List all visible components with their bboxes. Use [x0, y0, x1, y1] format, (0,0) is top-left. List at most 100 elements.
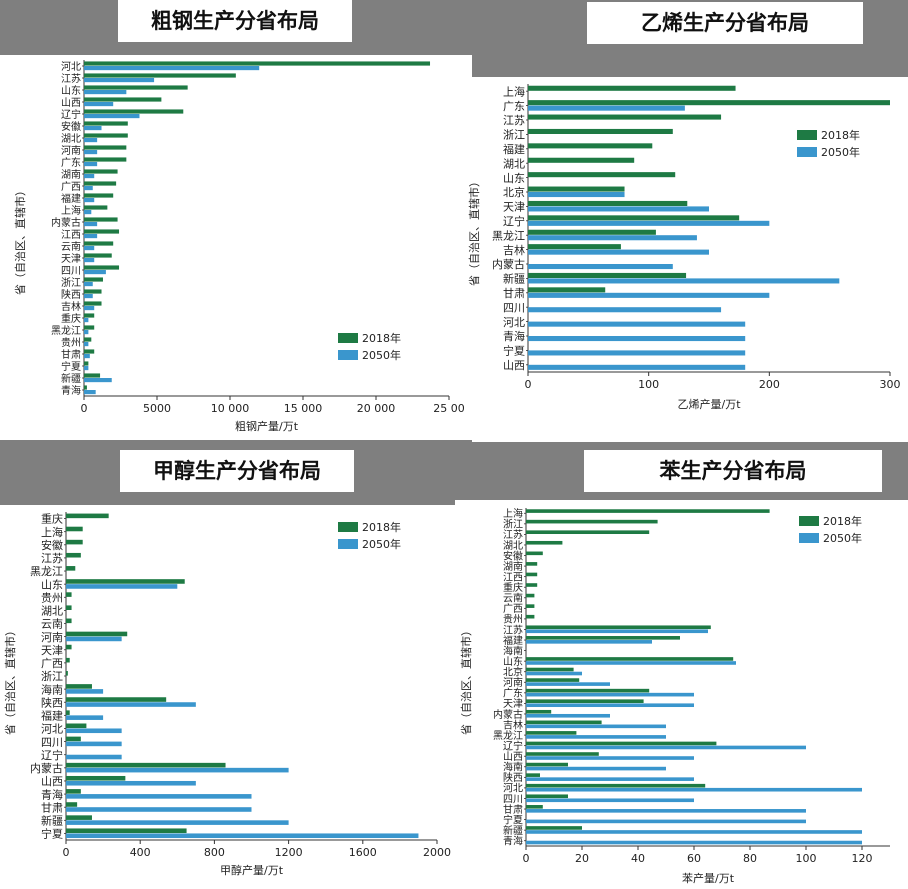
bar — [528, 292, 770, 298]
bar — [528, 287, 606, 293]
bar — [66, 566, 76, 571]
x-tick-label: 80 — [743, 852, 757, 865]
category-label: 新疆 — [41, 814, 63, 828]
bar — [84, 133, 128, 138]
legend-label: 2050年 — [823, 531, 862, 545]
bar — [66, 754, 122, 760]
bar — [526, 699, 644, 704]
bar — [84, 102, 114, 107]
bar — [84, 366, 89, 371]
bar — [526, 809, 806, 813]
bar — [66, 584, 178, 589]
bar — [84, 109, 184, 114]
bar — [528, 220, 770, 226]
bar — [526, 678, 580, 682]
category-label: 湖南 — [61, 168, 81, 181]
bar — [526, 773, 540, 777]
category-label: 江苏 — [61, 72, 81, 85]
x-tick-label: 800 — [204, 846, 225, 859]
bar — [528, 200, 688, 206]
category-label: 青海 — [503, 329, 525, 343]
bar — [66, 592, 72, 597]
bar — [526, 636, 680, 640]
category-label: 宁夏 — [41, 827, 63, 841]
bar — [528, 364, 746, 370]
bar — [84, 337, 92, 342]
bar — [526, 519, 658, 524]
bar — [66, 671, 68, 676]
bar — [526, 509, 770, 513]
category-label: 山西 — [503, 359, 525, 372]
category-label: 山东 — [41, 578, 63, 591]
category-label: 青海 — [503, 835, 523, 848]
category-label: 甘肃 — [41, 801, 63, 814]
category-label: 江西 — [61, 229, 81, 241]
x-axis-title: 苯产量/万t — [682, 871, 735, 885]
bar — [84, 265, 120, 270]
bar — [84, 349, 95, 354]
category-label: 天津 — [503, 201, 525, 214]
bar — [84, 378, 112, 383]
x-axis-title: 粗钢产量/万t — [235, 419, 299, 433]
category-label: 宁夏 — [61, 360, 81, 373]
legend-label: 2018年 — [821, 128, 860, 142]
bar — [84, 342, 89, 347]
x-tick-label: 0 — [63, 846, 70, 859]
bar — [526, 752, 599, 756]
y-axis-title: 省（自治区、直辖市） — [467, 176, 481, 286]
category-label: 浙江 — [41, 670, 63, 683]
category-label: 青海 — [61, 384, 81, 397]
bar — [66, 579, 185, 584]
category-label: 山西 — [503, 751, 523, 763]
bar — [526, 572, 538, 577]
bar — [526, 731, 577, 735]
bar — [528, 157, 635, 163]
x-tick-label: 20 000 — [357, 402, 396, 415]
bar — [84, 78, 155, 83]
bar — [84, 258, 95, 263]
bar — [526, 840, 862, 845]
legend-swatch — [338, 539, 358, 549]
bar — [528, 206, 709, 212]
bar — [526, 830, 862, 834]
legend-label: 2050年 — [821, 145, 860, 159]
category-label: 福建 — [503, 634, 523, 647]
category-label: 云南 — [61, 240, 81, 253]
category-label: 贵州 — [503, 613, 523, 626]
category-label: 江西 — [503, 571, 523, 583]
bar — [66, 794, 252, 799]
x-tick-label: 100 — [796, 852, 817, 865]
bar — [526, 735, 666, 739]
bar — [84, 217, 118, 222]
bar — [526, 583, 538, 587]
category-label: 湖南 — [503, 560, 523, 573]
chart-title-ethylene: 乙烯生产分省布局 — [587, 2, 863, 44]
bar — [84, 361, 89, 366]
chart-title-methanol: 甲醇生产分省布局 — [120, 450, 354, 492]
bar — [526, 551, 543, 556]
bar — [84, 114, 140, 119]
bar — [528, 235, 697, 241]
category-label: 宁夏 — [503, 344, 525, 358]
legend-label: 2018年 — [362, 331, 401, 345]
bar — [66, 539, 83, 545]
category-label: 浙江 — [503, 519, 523, 531]
category-label: 陕西 — [503, 771, 523, 784]
category-label: 山东 — [503, 172, 525, 185]
category-label: 辽宁 — [41, 748, 63, 762]
bar — [526, 640, 652, 644]
bar — [84, 306, 95, 311]
legend-swatch — [797, 130, 817, 140]
category-label: 河北 — [503, 316, 525, 329]
category-label: 贵州 — [41, 591, 63, 604]
bar — [84, 181, 117, 186]
category-label: 福建 — [503, 142, 525, 156]
category-label: 上海 — [503, 84, 525, 98]
bar — [66, 526, 83, 532]
bar — [84, 174, 95, 179]
bar — [84, 126, 102, 131]
x-tick-label: 0 — [81, 402, 88, 415]
bar — [66, 552, 81, 558]
category-label: 四川 — [503, 301, 525, 314]
